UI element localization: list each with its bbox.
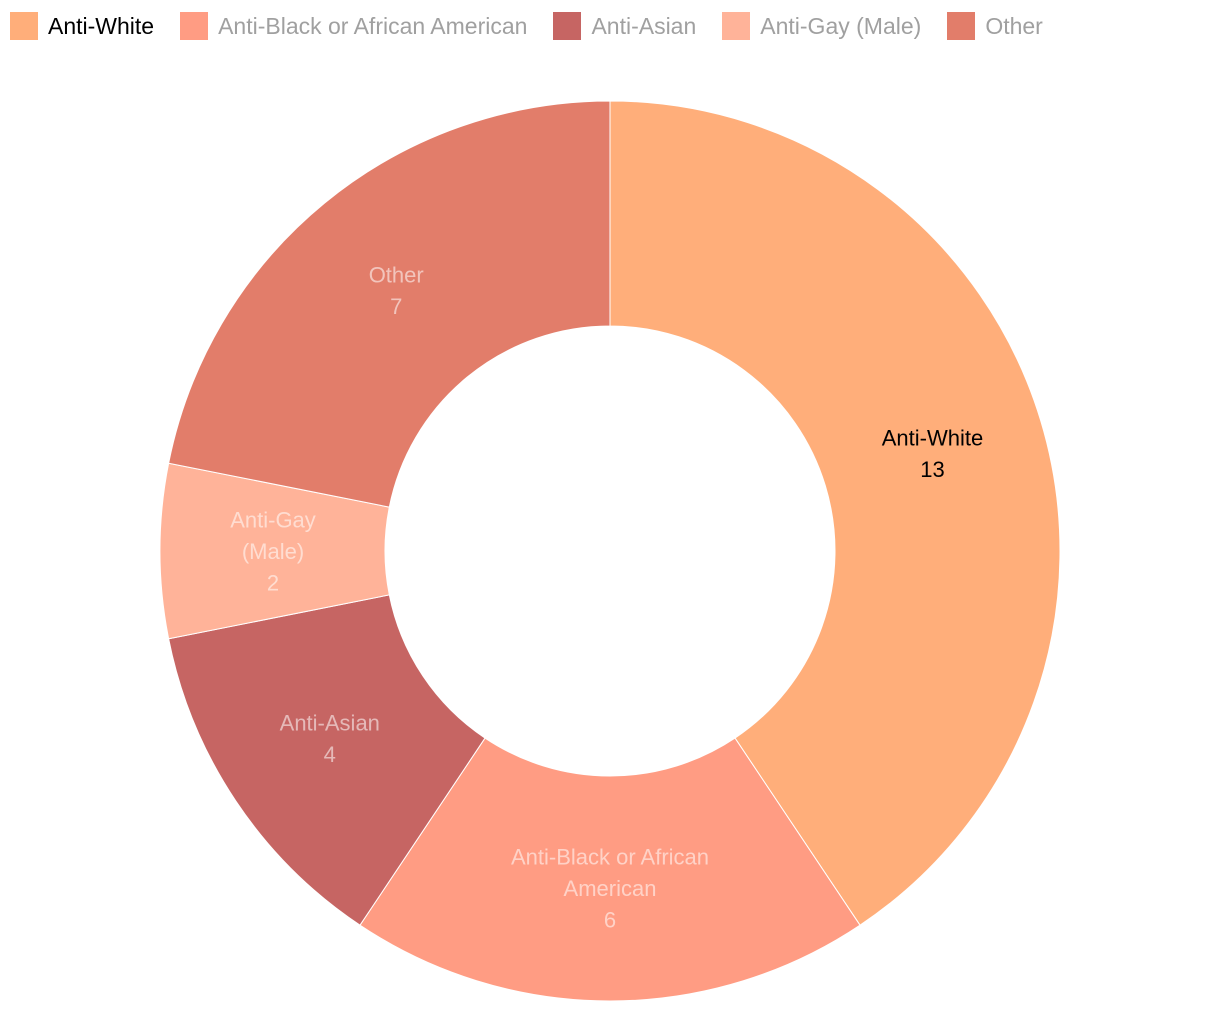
slice-label-line: 4 — [324, 742, 336, 767]
slice-anti-black-or-african-american[interactable] — [359, 737, 861, 1002]
slice-label-line: 7 — [390, 294, 402, 319]
legend-swatch — [180, 12, 209, 40]
slice-label-line: (Male) — [242, 539, 304, 564]
slice-label-line: Anti-Asian — [280, 710, 380, 735]
slice-label-anti-asian: Anti-Asian 4 — [280, 710, 380, 767]
slice-label-line: Anti-White — [882, 425, 983, 450]
legend-label: Anti-Gay (Male) — [760, 12, 922, 39]
slice-anti-asian[interactable] — [168, 594, 486, 926]
slice-label-line: Anti-Black or African — [511, 845, 709, 870]
slice-label-line: Other — [369, 263, 424, 288]
legend-item-anti-asian[interactable]: Anti-Asian — [553, 12, 696, 40]
slice-label-line: 13 — [920, 457, 944, 482]
slice-label-line: 6 — [604, 908, 616, 933]
legend-swatch — [10, 12, 38, 40]
legend-item-anti-black[interactable]: Anti-Black or African American — [180, 12, 527, 40]
legend-item-other[interactable]: Other — [947, 12, 1043, 40]
donut-slices — [159, 100, 1061, 1002]
slice-label-line: 2 — [267, 571, 279, 596]
slice-label-anti-gay-male: Anti-Gay (Male) 2 — [230, 508, 316, 596]
slice-anti-white[interactable] — [609, 100, 1061, 926]
slice-label-line: American — [564, 876, 657, 901]
legend-swatch — [722, 12, 751, 40]
legend-label: Anti-Asian — [591, 12, 697, 39]
legend-swatch — [553, 12, 582, 40]
slice-label-line: Anti-Gay — [230, 508, 316, 533]
legend-label: Other — [985, 12, 1043, 39]
slice-label-anti-white: Anti-White 13 — [882, 425, 983, 482]
slice-labels: Anti-White 13 Anti-Black or African America… — [230, 263, 983, 933]
chart-legend: Anti-White Anti-Black or African America… — [10, 10, 1069, 42]
slice-other[interactable] — [168, 100, 611, 508]
legend-item-anti-white[interactable]: Anti-White — [10, 12, 154, 40]
legend-label: Anti-White — [48, 12, 155, 39]
legend-swatch — [947, 12, 976, 40]
legend-item-anti-gay-male[interactable]: Anti-Gay (Male) — [722, 12, 921, 40]
slice-label-other: Other 7 — [369, 263, 424, 320]
legend-label: Anti-Black or African American — [218, 12, 528, 39]
slice-label-anti-black-or-african-american: Anti-Black or African American 6 — [511, 845, 709, 933]
